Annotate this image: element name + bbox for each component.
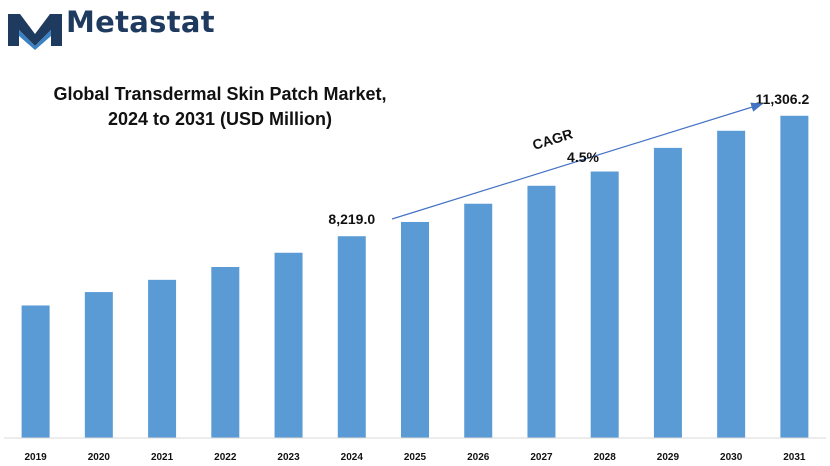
bar-2019 <box>21 305 50 438</box>
data-label: 11,306.2 <box>756 91 810 107</box>
x-tick-label: 2019 <box>24 452 47 463</box>
data-label: 8,219.0 <box>328 211 375 227</box>
brand-name: Metastat <box>66 5 215 39</box>
chart-title: Global Transdermal Skin Patch Market, 20… <box>20 82 420 132</box>
logo-mark-icon <box>8 14 62 46</box>
x-tick-label: 2028 <box>594 452 617 463</box>
bar-2028 <box>590 171 619 438</box>
bar-2021 <box>148 279 177 438</box>
bar-2027 <box>527 185 556 438</box>
bar-2023 <box>274 252 303 438</box>
bar-2022 <box>211 267 240 438</box>
x-tick-label: 2024 <box>341 452 364 463</box>
x-tick-label: 2029 <box>657 452 680 463</box>
bar-2025 <box>401 221 429 438</box>
x-tick-label: 2026 <box>467 452 490 463</box>
bar-2026 <box>464 203 493 438</box>
bar-2030 <box>717 130 746 438</box>
chart-title-line-1: Global Transdermal Skin Patch Market, <box>53 84 387 104</box>
x-tick-label: 2023 <box>277 452 300 463</box>
cagr-value: 4.5% <box>567 149 599 165</box>
x-tick-label: 2030 <box>720 452 743 463</box>
chart-title-line-2: 2024 to 2031 (USD Million) <box>107 109 333 129</box>
bar-2031 <box>780 115 809 438</box>
metastat-logo <box>8 14 62 50</box>
x-tick-label: 2025 <box>404 452 427 463</box>
bar-2024 <box>337 236 366 438</box>
bar-2029 <box>653 147 682 438</box>
cagr-arrow <box>391 102 764 220</box>
x-tick-label: 2022 <box>214 452 237 463</box>
x-tick-label: 2027 <box>530 452 553 463</box>
x-tick-label: 2021 <box>151 452 174 463</box>
bar-2020 <box>84 292 113 438</box>
x-tick-label: 2031 <box>783 452 806 463</box>
x-tick-label: 2020 <box>88 452 111 463</box>
